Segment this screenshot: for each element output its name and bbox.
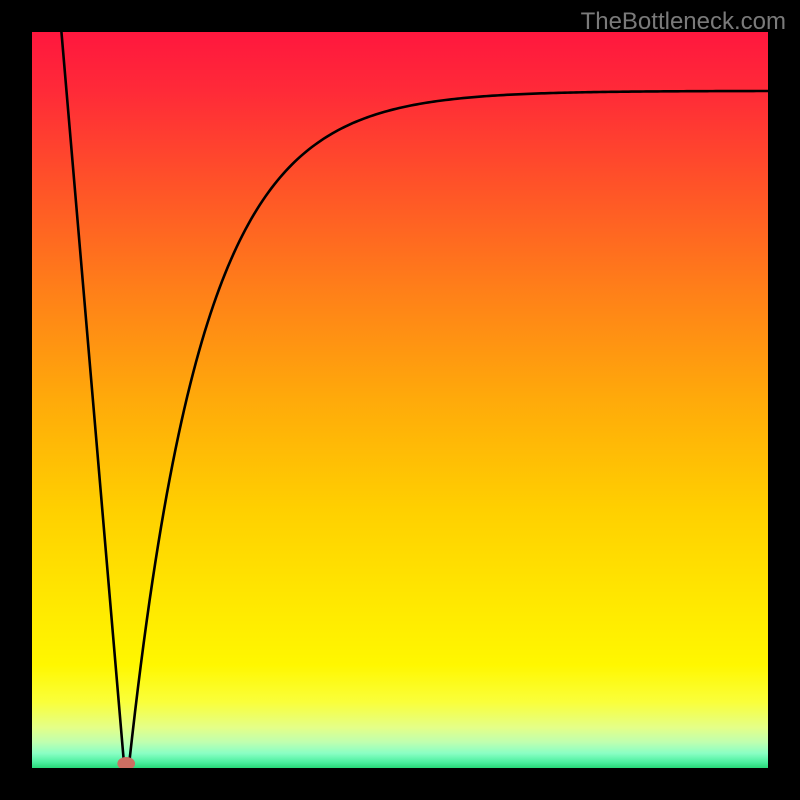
watermark-text: TheBottleneck.com	[581, 8, 786, 36]
plot-area	[32, 32, 768, 768]
chart-container: TheBottleneck.com	[0, 0, 800, 800]
chart-svg	[32, 32, 768, 768]
